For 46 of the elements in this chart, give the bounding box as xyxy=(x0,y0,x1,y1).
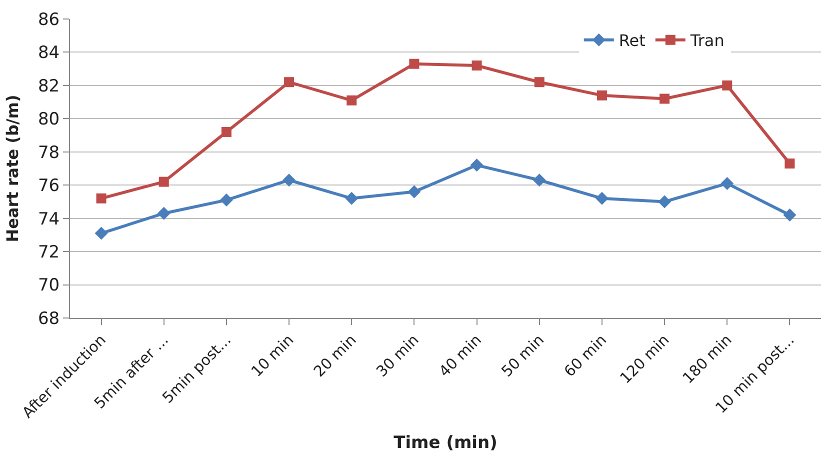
x-tick-label: 180 min xyxy=(678,330,736,388)
point xyxy=(470,158,484,172)
point xyxy=(720,176,734,190)
y-tick-label: 74 xyxy=(38,209,60,230)
x-tick-label: 40 min xyxy=(435,330,485,381)
point xyxy=(595,192,608,205)
y-tick-label: 78 xyxy=(38,142,60,163)
y-tick-label: 82 xyxy=(38,76,60,96)
point xyxy=(221,126,232,137)
point xyxy=(409,58,420,69)
point xyxy=(96,193,106,204)
point xyxy=(157,206,170,220)
x-tick-label: 120 min xyxy=(616,330,673,388)
point xyxy=(784,158,795,169)
point xyxy=(220,194,233,207)
point xyxy=(472,60,482,71)
y-tick-label: 76 xyxy=(38,176,60,196)
y-tick-label: 68 xyxy=(38,308,60,329)
point xyxy=(660,94,670,104)
point xyxy=(346,95,357,106)
point xyxy=(658,195,672,208)
point xyxy=(532,174,546,187)
y-tick-label: 80 xyxy=(38,110,60,130)
x-tick-label: 50 min xyxy=(498,330,548,381)
x-tick-label: 30 min xyxy=(372,330,422,381)
x-tick-label: 10 min xyxy=(248,330,298,381)
y-tick-label: 86 xyxy=(38,10,60,30)
legend-label: Tran xyxy=(689,31,724,50)
y-tick-label: 70 xyxy=(38,276,60,296)
y-tick-label: 72 xyxy=(38,242,60,263)
point xyxy=(284,77,294,88)
point xyxy=(408,185,421,198)
point xyxy=(596,90,607,100)
point xyxy=(345,192,358,205)
point xyxy=(722,80,732,90)
x-tick-label: 60 min xyxy=(560,330,610,381)
y-tick-label: 84 xyxy=(38,43,60,64)
point xyxy=(282,174,296,187)
x-axis-title: Time (min) xyxy=(394,433,498,454)
point xyxy=(158,176,169,187)
point xyxy=(783,208,796,222)
x-tick-label: 20 min xyxy=(310,330,360,381)
legend-label: Ret xyxy=(618,31,646,50)
point xyxy=(94,226,108,240)
y-axis-title: Heart rate (b/m) xyxy=(2,94,22,242)
point xyxy=(534,77,544,88)
